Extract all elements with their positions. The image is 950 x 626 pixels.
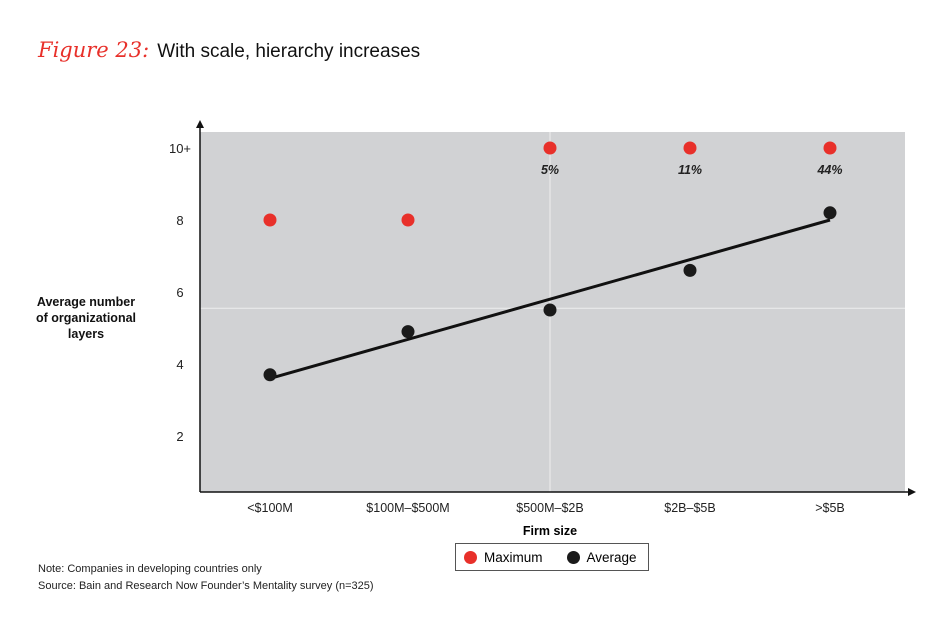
- note: Note: Companies in developing countries …: [38, 563, 262, 575]
- x-tick-label: <$100M: [247, 501, 293, 515]
- legend-maximum-marker: [464, 550, 477, 564]
- y-tick-label: 8: [176, 213, 183, 228]
- trendline: [269, 218, 831, 380]
- x-axis-arrow: [908, 488, 916, 496]
- maximum-point: [263, 213, 277, 227]
- legend-average-marker: [566, 550, 580, 564]
- x-tick-label: $100M–$500M: [366, 501, 449, 515]
- average-point: [401, 325, 415, 339]
- legend-maximum-label: Maximum: [484, 549, 543, 565]
- y-tick-label: 10+: [169, 141, 191, 156]
- x-axis-label: Firm size: [522, 524, 578, 538]
- y-axis-arrow: [196, 120, 204, 128]
- source: Source: Bain and Research Now Founder’s …: [38, 580, 374, 592]
- maximum-point: [823, 141, 837, 155]
- annotation-label: 44%: [816, 163, 842, 177]
- annotation-label: 5%: [541, 163, 559, 177]
- x-tick-label: $2B–$5B: [664, 501, 715, 515]
- average-point: [543, 303, 557, 317]
- y-tick-label: 4: [176, 357, 183, 372]
- chart-title: Figure 23: With scale, hierarchy increase…: [38, 38, 420, 63]
- legend-average-label: Average: [586, 549, 637, 565]
- maximum-point: [401, 213, 415, 227]
- average-point: [823, 206, 837, 220]
- y-axis-label: Average number of organizational layers: [36, 295, 136, 341]
- legend: Maximum Average: [455, 543, 649, 571]
- annotation-label: 11%: [678, 163, 702, 177]
- maximum-point: [683, 141, 697, 155]
- average-point: [263, 368, 277, 382]
- y-tick-label: 2: [176, 429, 183, 444]
- x-tick-label: $500M–$2B: [516, 501, 583, 515]
- average-point: [683, 263, 697, 277]
- title-text: With scale, hierarchy increases: [157, 41, 421, 62]
- figure-label: Figure 23:: [38, 38, 150, 62]
- maximum-point: [543, 141, 557, 155]
- x-tick-label: >$5B: [815, 501, 845, 515]
- y-tick-label: 6: [176, 285, 183, 300]
